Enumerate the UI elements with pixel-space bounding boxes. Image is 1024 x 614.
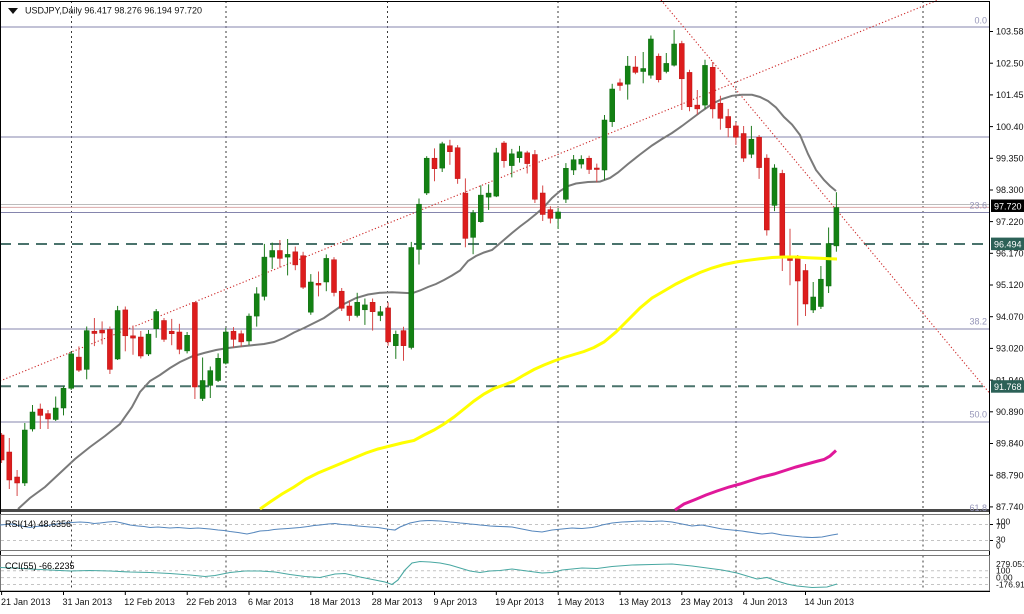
svg-text:93.020: 93.020 <box>996 344 1024 354</box>
svg-text:38.2: 38.2 <box>969 317 987 327</box>
svg-text:18 Mar 2013: 18 Mar 2013 <box>310 597 361 607</box>
svg-text:RSI(14) 48.6356: RSI(14) 48.6356 <box>5 519 71 529</box>
svg-text:103.58: 103.58 <box>996 27 1024 37</box>
svg-text:23 May 2013: 23 May 2013 <box>681 597 733 607</box>
svg-text:6 Mar 2013: 6 Mar 2013 <box>248 597 294 607</box>
svg-text:102.50: 102.50 <box>996 58 1024 68</box>
svg-text:CCI(55) -66.2235: CCI(55) -66.2235 <box>5 561 75 571</box>
svg-text:4 Jun 2013: 4 Jun 2013 <box>743 597 788 607</box>
svg-text:-176.91: -176.91 <box>996 579 1024 589</box>
svg-text:99.350: 99.350 <box>996 154 1024 164</box>
svg-text:100.40: 100.40 <box>996 122 1024 132</box>
svg-text:0.0: 0.0 <box>974 15 987 25</box>
svg-text:89.840: 89.840 <box>996 439 1024 449</box>
svg-text:0: 0 <box>996 541 1001 551</box>
svg-text:95.120: 95.120 <box>996 280 1024 290</box>
svg-text:61.8: 61.8 <box>969 503 987 513</box>
svg-text:90.890: 90.890 <box>996 407 1024 417</box>
svg-text:1 May 2013: 1 May 2013 <box>557 597 604 607</box>
svg-text:101.45: 101.45 <box>996 90 1024 100</box>
svg-text:22 Feb 2013: 22 Feb 2013 <box>186 597 237 607</box>
svg-text:94.070: 94.070 <box>996 312 1024 322</box>
svg-text:28 Mar 2013: 28 Mar 2013 <box>372 597 423 607</box>
svg-text:279.051: 279.051 <box>996 559 1024 569</box>
svg-text:USDJPY,Daily 96.417 98.276 96: USDJPY,Daily 96.417 98.276 96.194 97.720 <box>25 6 202 16</box>
svg-text:50.0: 50.0 <box>969 409 987 419</box>
svg-text:0.00: 0.00 <box>996 573 1013 583</box>
svg-text:97.720: 97.720 <box>994 202 1022 212</box>
svg-text:88.790: 88.790 <box>996 470 1024 480</box>
svg-text:96.494: 96.494 <box>994 240 1022 250</box>
svg-text:21 Jan 2013: 21 Jan 2013 <box>1 597 51 607</box>
svg-text:30: 30 <box>996 535 1006 545</box>
svg-text:13 May 2013: 13 May 2013 <box>619 597 671 607</box>
svg-text:87.740: 87.740 <box>996 502 1024 512</box>
svg-text:91.768: 91.768 <box>994 382 1022 392</box>
svg-text:23.6: 23.6 <box>969 201 987 211</box>
svg-text:100: 100 <box>996 566 1010 576</box>
svg-text:31 Jan 2013: 31 Jan 2013 <box>63 597 113 607</box>
svg-text:9 Apr 2013: 9 Apr 2013 <box>434 597 478 607</box>
svg-text:19 Apr 2013: 19 Apr 2013 <box>495 597 544 607</box>
svg-text:100: 100 <box>996 517 1010 527</box>
svg-text:97.220: 97.220 <box>996 217 1024 227</box>
svg-text:98.300: 98.300 <box>996 185 1024 195</box>
svg-text:14 Jun 2013: 14 Jun 2013 <box>805 597 855 607</box>
svg-text:96.170: 96.170 <box>996 249 1024 259</box>
svg-text:70: 70 <box>996 521 1006 531</box>
svg-text:12 Feb 2013: 12 Feb 2013 <box>124 597 175 607</box>
